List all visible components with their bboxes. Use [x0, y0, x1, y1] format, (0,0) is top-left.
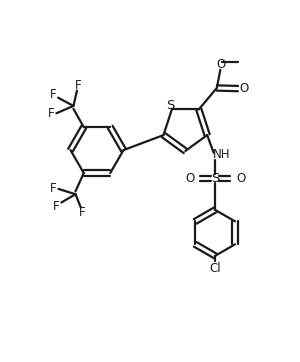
Text: F: F: [75, 79, 82, 92]
Text: NH: NH: [213, 148, 231, 161]
Text: S: S: [166, 100, 175, 112]
Text: F: F: [50, 182, 56, 195]
Text: F: F: [50, 88, 56, 101]
Text: O: O: [240, 82, 249, 95]
Text: O: O: [185, 172, 194, 185]
Text: O: O: [236, 172, 245, 185]
Text: F: F: [48, 107, 54, 120]
Text: S: S: [211, 172, 219, 185]
Text: F: F: [53, 199, 59, 212]
Text: Cl: Cl: [209, 262, 221, 275]
Text: F: F: [79, 206, 85, 219]
Text: O: O: [216, 58, 226, 71]
